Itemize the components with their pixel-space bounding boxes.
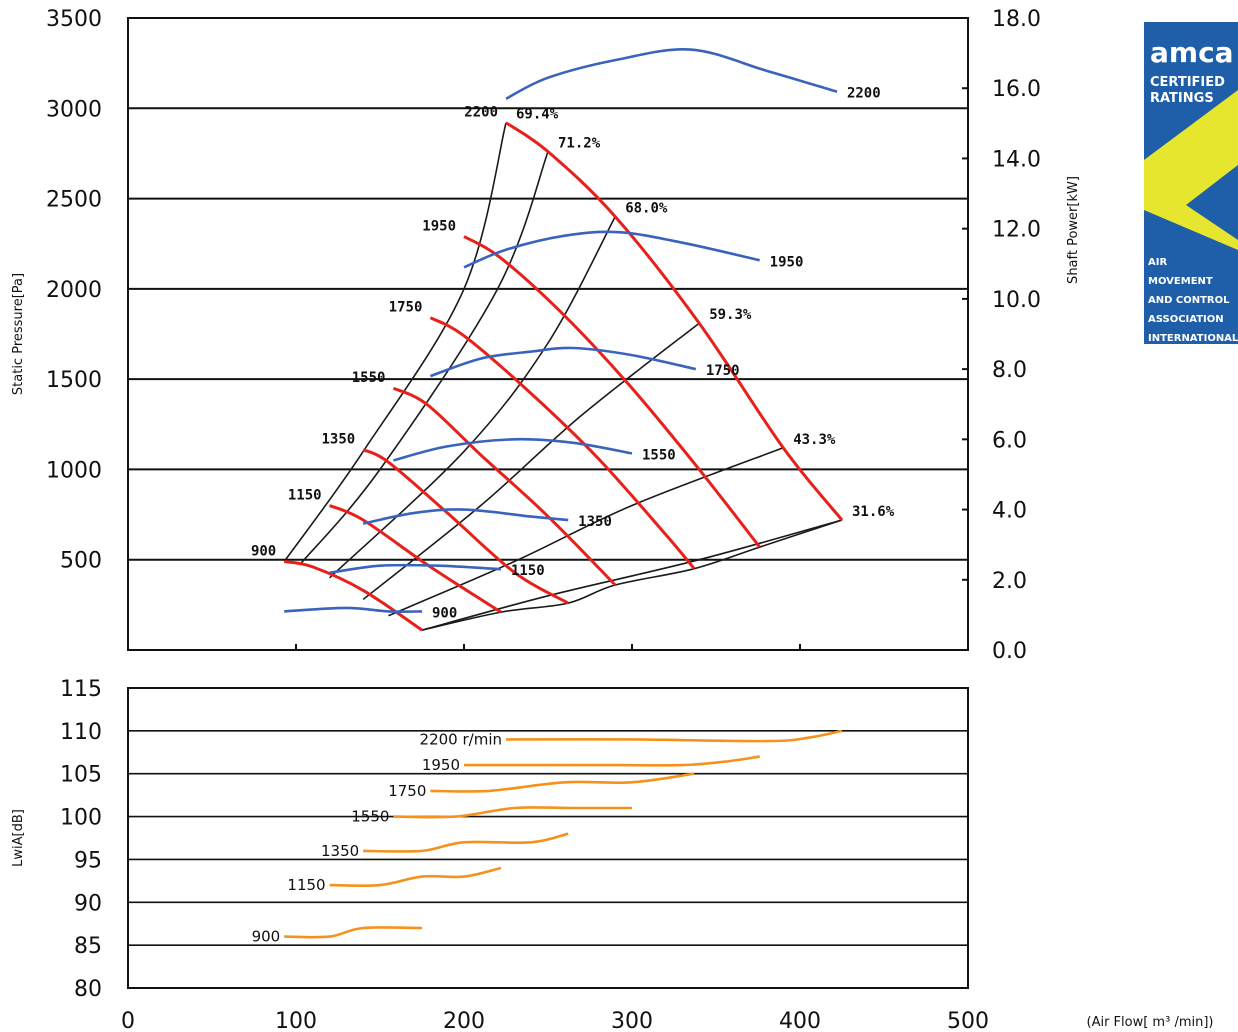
airflow-tick-100: 100 (275, 1009, 317, 1032)
pressure-tick-500: 500 (60, 549, 102, 574)
noise-curve-label-900: 900 (252, 928, 281, 946)
pressure-curve-label-1350: 1350 (321, 432, 355, 448)
power-curve-label-1550: 1550 (642, 447, 676, 463)
efficiency-label-31.6%: 31.6% (852, 504, 895, 520)
pressure-curve-900 (283, 560, 423, 632)
noise-curve-label-1350: 1350 (321, 842, 359, 860)
noise-tick-100: 100 (60, 806, 102, 831)
efficiency-label-69.4%: 69.4% (516, 107, 559, 123)
noise-curve-2200 r/min (505, 729, 843, 743)
efficiency-line-69.4% (283, 122, 507, 562)
airflow-tick-500: 500 (947, 1009, 989, 1032)
badge-line1: CERTIFIED (1150, 75, 1225, 90)
airflow-tick-0: 0 (121, 1009, 135, 1032)
pressure-curve-1550 (392, 386, 617, 587)
pressure-tick-2000: 2000 (46, 278, 102, 303)
airflow-axis-title: (Air Flow[ m³ /min]) (1087, 1015, 1214, 1030)
power-curve-label-1150: 1150 (511, 563, 545, 579)
pressure-curve-label-1550: 1550 (352, 370, 386, 386)
pressure-tick-2500: 2500 (46, 188, 102, 213)
power-tick-16.0: 16.0 (992, 77, 1041, 102)
noise-curve-1150 (329, 866, 502, 888)
badge-org-line4: ASSOCIATION (1148, 314, 1224, 325)
noise-tick-80: 80 (74, 977, 102, 1002)
pressure-curve-label-900: 900 (251, 544, 276, 560)
power-curve-label-2200: 2200 (847, 86, 881, 102)
power-tick-14.0: 14.0 (992, 147, 1041, 172)
efficiency-line-71.2% (300, 151, 549, 564)
noise-curve-label-1750: 1750 (388, 782, 426, 800)
pressure-curve-1750 (429, 316, 696, 570)
efficiency-line-43.3% (388, 447, 784, 617)
efficiency-line-31.6% (421, 519, 843, 631)
power-tick-0.0: 0.0 (992, 639, 1027, 664)
pressure-curve-label-1150: 1150 (288, 488, 322, 504)
airflow-tick-300: 300 (611, 1009, 653, 1032)
badge-org-line1: AIR (1148, 257, 1167, 268)
power-curve-1150 (329, 563, 502, 575)
noise-curve-1350 (363, 832, 569, 853)
noise-tick-105: 105 (60, 763, 102, 788)
power-tick-8.0: 8.0 (992, 358, 1027, 383)
noise-curve-1950 (463, 755, 760, 767)
pressure-curve-label-1950: 1950 (422, 218, 456, 234)
noise-curve-label-2200 r/min: 2200 r/min (420, 730, 502, 748)
pressure-curve-2200 (505, 121, 844, 521)
power-curve-900 (284, 606, 423, 613)
power-tick-12.0: 12.0 (992, 218, 1041, 243)
pressure-tick-1000: 1000 (46, 458, 102, 483)
noise-curve-1550 (393, 806, 632, 819)
power-curve-label-1750: 1750 (706, 363, 740, 379)
noise-curve-label-1550: 1550 (351, 808, 389, 826)
badge-org-line5: INTERNATIONAL (1148, 333, 1238, 344)
efficiency-label-68.0%: 68.0% (625, 201, 668, 217)
efficiency-label-59.3%: 59.3% (709, 307, 752, 323)
power-curve-2200 (505, 48, 838, 100)
power-tick-2.0: 2.0 (992, 569, 1027, 594)
power-curve-label-1350: 1350 (578, 514, 612, 530)
power-tick-18.0: 18.0 (992, 7, 1041, 32)
power-curve-1350 (362, 508, 569, 525)
amca-certified-ratings-seal: amca CERTIFIED RATINGS AIR MOVEMENT AND … (1144, 22, 1238, 344)
pressure-tick-3500: 3500 (46, 7, 102, 32)
noise-tick-115: 115 (60, 677, 102, 702)
power-curve-label-1950: 1950 (770, 254, 804, 270)
power-tick-10.0: 10.0 (992, 288, 1041, 313)
noise-curve-label-1950: 1950 (422, 756, 460, 774)
pressure-tick-1500: 1500 (46, 368, 102, 393)
pressure-curve-1950 (463, 235, 761, 549)
noise-tick-90: 90 (74, 891, 102, 916)
efficiency-line-59.3% (362, 322, 700, 601)
pressure-curve-1350 (362, 448, 569, 605)
noise-curve-1750 (430, 772, 695, 793)
pressure-curve-1150 (328, 504, 502, 614)
noise-tick-85: 85 (74, 934, 102, 959)
power-curve-1950 (463, 230, 760, 269)
noise-axis-title: LwiA[dB] (11, 809, 26, 867)
power-curve-label-900: 900 (432, 605, 457, 621)
power-curve-1550 (393, 437, 633, 462)
power-tick-6.0: 6.0 (992, 428, 1027, 453)
power-axis-title: Shaft Power[kW] (1066, 176, 1081, 284)
noise-curve-label-1150: 1150 (287, 876, 325, 894)
airflow-tick-200: 200 (443, 1009, 485, 1032)
badge-org-line2: MOVEMENT (1148, 276, 1213, 287)
badge-brand: amca (1150, 36, 1234, 69)
power-tick-4.0: 4.0 (992, 499, 1027, 524)
noise-tick-95: 95 (74, 848, 102, 873)
pressure-tick-3000: 3000 (46, 97, 102, 122)
efficiency-line-68.0% (329, 216, 616, 579)
pressure-axis-title: Static Pressure[Pa] (11, 273, 26, 395)
badge-org-line3: AND CONTROL (1148, 295, 1230, 306)
airflow-tick-400: 400 (779, 1009, 821, 1032)
pressure-curve-label-2200: 2200 (464, 105, 498, 121)
noise-curve-900 (284, 926, 423, 939)
efficiency-label-43.3%: 43.3% (793, 432, 836, 448)
pressure-curve-label-1750: 1750 (389, 300, 423, 316)
noise-tick-110: 110 (60, 720, 102, 745)
power-curve-1750 (429, 346, 697, 378)
badge-line2: RATINGS (1150, 91, 1214, 106)
efficiency-label-71.2%: 71.2% (558, 136, 601, 152)
